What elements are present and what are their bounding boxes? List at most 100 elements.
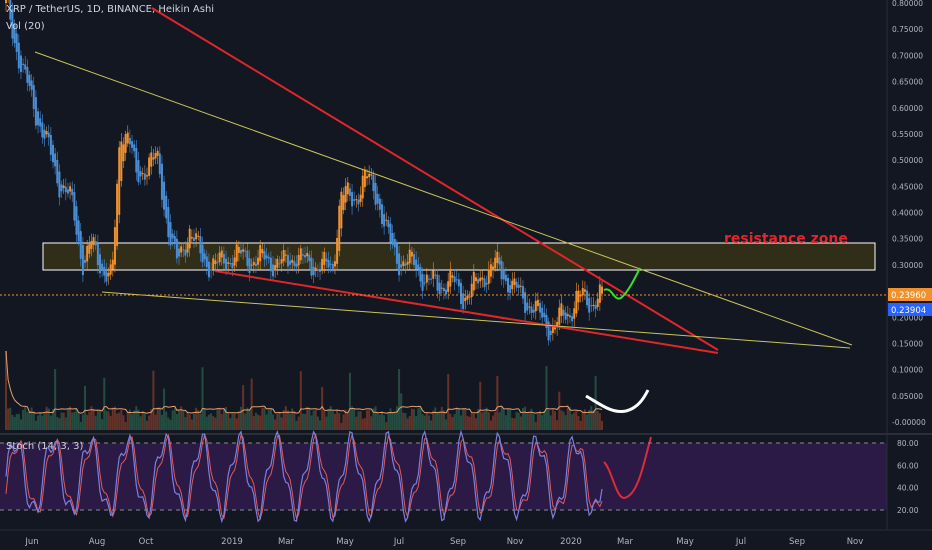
candle-body [310, 257, 313, 276]
candle-body [594, 305, 597, 309]
yellow-upper-trendline[interactable] [34, 51, 853, 346]
volume-bar [45, 406, 48, 430]
price-tick-label: 0.65000 [892, 78, 923, 87]
candle-body [389, 223, 392, 243]
candle-body [455, 279, 458, 281]
red-lower-trendline[interactable] [214, 270, 719, 354]
candle-body [391, 233, 394, 246]
red-upper-trendline[interactable] [151, 7, 719, 351]
candle-body [231, 263, 234, 268]
volume-bar [357, 411, 360, 430]
candle-body [464, 297, 467, 302]
volume-bar [43, 413, 46, 430]
volume-bar [363, 418, 366, 430]
candle-body [380, 204, 383, 225]
price-tick-label: 0.30000 [892, 261, 923, 270]
candle-body [340, 191, 343, 229]
candle-body [137, 160, 140, 183]
volume-bar [474, 418, 477, 430]
candle-body [26, 66, 29, 83]
candle-body [297, 255, 300, 266]
candle-body [45, 131, 48, 135]
volume-bar [346, 412, 349, 430]
candle-body [169, 222, 172, 246]
candle-body [43, 129, 46, 139]
candle-body [269, 257, 272, 272]
candle-body [545, 314, 548, 329]
candle-body [41, 122, 44, 138]
candle-body [583, 289, 586, 292]
volume-bar [109, 415, 112, 430]
time-axis[interactable]: Jun Aug Oct 2019 Mar May Jul Sep Nov 2020 Mar May Ju… [24, 537, 863, 547]
candle-body [165, 195, 168, 219]
red-stoch-projection [603, 436, 652, 500]
volume-bar [135, 406, 138, 430]
volume-bar [84, 385, 87, 430]
price-tick-label: 0.45000 [892, 182, 923, 191]
candle-body [327, 260, 330, 268]
volume-bar [453, 414, 456, 430]
volume-bar [227, 412, 230, 430]
price-pane[interactable] [0, 0, 887, 432]
volume-bar [92, 408, 95, 430]
volume-bar [340, 423, 343, 430]
candle-body [592, 304, 595, 306]
volume-bar [370, 416, 373, 430]
candle-body [171, 233, 174, 239]
candle-body [547, 321, 550, 341]
candle-body [184, 249, 187, 256]
volume-bar [86, 414, 89, 430]
volume-bar [348, 372, 351, 430]
white-volume-curve [585, 389, 650, 414]
volume-bar [400, 393, 403, 430]
volume-bar [37, 415, 40, 430]
volume-bar [432, 410, 435, 430]
stoch-title[interactable]: Stoch (14, 3, 3) [6, 441, 83, 452]
candle-body [361, 175, 364, 199]
price-axis[interactable]: 0.80000 0.75000 0.70000 0.65000 0.60000 0.550… [892, 0, 926, 427]
candle-body [201, 244, 204, 263]
volume-bar [246, 407, 249, 430]
volume-bar [383, 415, 386, 430]
volume-bar [306, 406, 309, 430]
candle-body [413, 254, 416, 265]
candle-body [105, 271, 108, 282]
price-tick-label: 0.60000 [892, 104, 923, 113]
candle-body [601, 286, 603, 294]
stoch-axis[interactable]: 80.00 60.00 40.00 20.00 [897, 439, 919, 515]
candle-body [220, 250, 223, 258]
volume-bar [265, 414, 268, 430]
candle-body [338, 205, 341, 251]
candle-body [301, 254, 304, 256]
candle-body [442, 288, 445, 292]
candle-body [71, 188, 74, 196]
volume-bar [190, 419, 193, 430]
candle-body [543, 312, 546, 318]
candle-body [84, 259, 87, 264]
candle-body [581, 288, 584, 296]
candle-body [13, 23, 16, 44]
candle-body [571, 316, 574, 322]
yellow-lower-trendline[interactable] [101, 291, 851, 349]
volume-bar [577, 416, 580, 430]
resistance-zone[interactable] [42, 242, 876, 271]
volume-bar [378, 414, 381, 430]
symbol-title[interactable]: XRP / TetherUS, 1D, BINANCE, Heikin Ashi [6, 4, 214, 15]
candle-body [122, 144, 125, 162]
candle-body [116, 183, 119, 246]
candle-body [56, 159, 59, 184]
time-tick-label: 2019 [221, 537, 243, 547]
candle-body [75, 206, 78, 235]
candle-body [280, 259, 283, 264]
volume-title[interactable]: Vol (20) [6, 21, 45, 32]
candle-body [316, 269, 319, 272]
candle-body [487, 269, 490, 284]
candle-body [293, 261, 296, 266]
candle-body [359, 194, 362, 202]
volume-bar [342, 414, 345, 430]
candle-body [519, 285, 522, 287]
candle-body [113, 227, 116, 265]
candle-body [96, 243, 99, 266]
volume-bar [442, 410, 445, 430]
